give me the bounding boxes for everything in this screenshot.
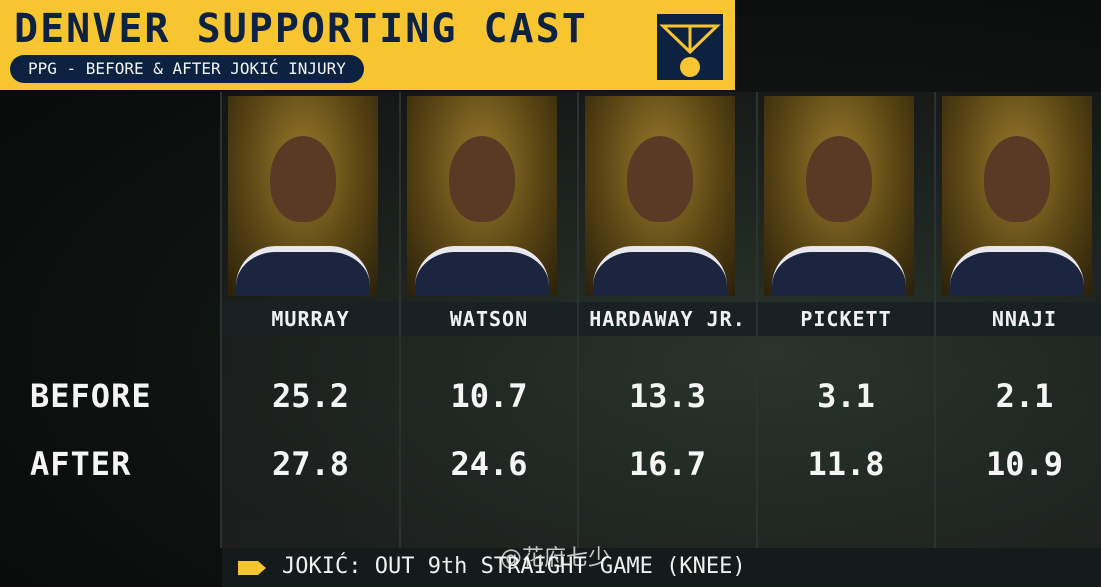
footer-bar: JOKIĆ: OUT 9th STRAIGHT GAME (KNEE) — [222, 548, 1101, 587]
ppg-value: 2.1 — [995, 377, 1054, 415]
ppg-value: 3.1 — [817, 377, 875, 415]
watermark: @花府七少 — [500, 546, 611, 571]
player-name: HARDAWAY JR. — [579, 302, 756, 336]
player-head — [984, 136, 1050, 222]
player-name: PICKETT — [757, 302, 935, 336]
team-logo — [655, 12, 725, 82]
ppg-value: 25.2 — [271, 377, 350, 415]
row-label: BEFORE — [30, 377, 152, 415]
player-name: WATSON — [400, 302, 578, 336]
header-banner: DENVER SUPPORTING CAST PPG - BEFORE & AF… — [0, 0, 735, 90]
player-column: HARDAWAY JR. 13.3 16.7 — [577, 92, 756, 548]
player-photo — [942, 96, 1092, 296]
player-photo — [763, 96, 914, 296]
jersey — [950, 246, 1084, 296]
footer-arrow — [238, 561, 266, 575]
player-column: WATSON 10.7 24.6 — [398, 92, 578, 548]
ppg-value: 10.9 — [985, 445, 1064, 483]
jersey — [771, 246, 906, 296]
player-name: NNAJI — [936, 302, 1101, 336]
jersey — [593, 246, 727, 296]
subtitle: PPG - BEFORE & AFTER JOKIĆ INJURY — [10, 55, 364, 83]
player-photo — [406, 96, 557, 296]
ppg-value: 13.3 — [628, 377, 707, 415]
player-photo — [228, 96, 378, 296]
row-label: AFTER — [30, 445, 132, 483]
ppg-value: 24.6 — [450, 445, 528, 483]
player-column: MURRAY 25.2 27.8 — [220, 92, 399, 548]
title: DENVER SUPPORTING CAST — [14, 6, 588, 52]
ppg-value: 11.8 — [807, 445, 885, 483]
ppg-value: 27.8 — [271, 445, 350, 483]
player-head — [270, 136, 336, 222]
player-column: NNAJI 2.1 10.9 — [934, 92, 1101, 548]
player-head — [448, 136, 515, 222]
ppg-value: 10.7 — [450, 377, 528, 415]
player-name: MURRAY — [222, 302, 399, 336]
player-head — [805, 136, 872, 222]
ppg-value: 16.7 — [628, 445, 707, 483]
player-photo — [585, 96, 735, 296]
player-column: PICKETT 3.1 11.8 — [755, 92, 935, 548]
jersey — [414, 246, 549, 296]
jersey — [236, 246, 370, 296]
player-head — [627, 136, 693, 222]
footer-text: JOKIĆ: OUT 9th STRAIGHT GAME (KNEE) — [282, 554, 746, 579]
